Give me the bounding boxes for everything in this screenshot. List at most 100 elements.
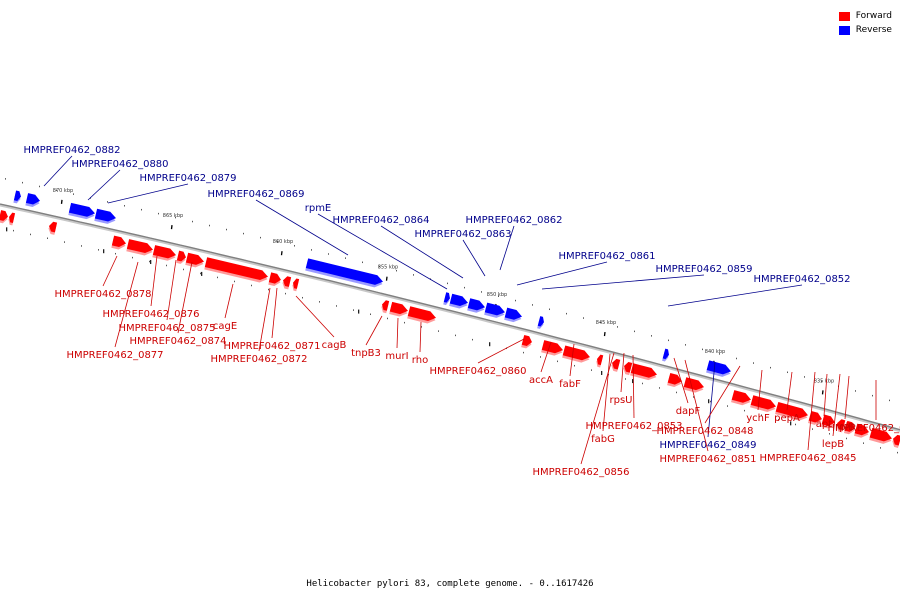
gene-f_small2 [48,221,58,235]
gene-HMPREF0462_0852 [662,348,669,362]
gene-arrow [467,298,486,311]
gene-HMPREF0462_0843 [836,419,846,433]
gene-arrow [706,360,731,375]
scale-dot [719,353,720,355]
gene-HMPREF0462_0869 [305,258,383,288]
scale-dot [124,205,125,207]
scale-dot [5,178,6,180]
gene-HMPREF0462_0871 [268,272,281,287]
gene-arrow [407,306,437,322]
scale-dot [353,309,354,311]
label-HMPREF0462_0852: HMPREF0462_0852 [753,274,850,285]
scale-dot [47,237,48,240]
label-HMPREF0462_0862: HMPREF0462_0862 [465,215,562,226]
gene-arrow [68,202,96,217]
leader-fabF [569,343,575,377]
gene-arrow [837,419,846,430]
scale-dot [175,216,176,219]
scale-dot [64,241,65,243]
scale-dot [889,399,890,402]
leader-rpmE [317,213,448,290]
scale-tick [170,225,173,230]
track-marker [489,342,491,347]
scale-dot [217,276,218,279]
scale-dot [472,338,473,341]
label-HMPREF0462_0853: HMPREF0462_0853 [585,421,682,432]
scale-dot [625,378,626,380]
label-tnpB3: tnpB3 [351,348,381,359]
gene-arrow [382,300,390,311]
scale-dot [294,245,295,247]
label-cagE: cagE [213,321,237,332]
label-HMPREF0462_0872: HMPREF0462_0872 [210,354,307,365]
scale-dot [336,305,337,307]
gene-f_small [8,212,16,226]
gene-HMPREF0462_0845 [844,420,856,435]
scale-tick [603,331,606,337]
scale-dot [778,419,779,421]
track-marker [150,260,152,265]
scale-dot [438,330,439,332]
gene-arrow [562,345,590,361]
track-marker [103,249,105,254]
gene-arrow [204,257,269,281]
leader-accA [540,341,552,373]
legend: Forward Reverse [838,9,892,37]
leader-HMPREF0462_0860 [477,338,525,364]
scale-dot [396,269,397,272]
track-marker [632,379,634,384]
scale-dot [855,390,856,392]
gene-arrow [176,250,186,262]
gene-arrow [25,193,41,205]
gene-arrow [541,340,564,354]
leader-HMPREF0462_0875 [166,259,177,321]
reverse-swatch [838,25,850,35]
gene-arrow [808,410,822,423]
label-HMPREF0462_0880: HMPREF0462_0880 [71,159,168,170]
leader-HMPREF0462_0849 [707,361,716,438]
scale-tick [385,276,388,281]
leader-HMPREF0462_0882 [43,155,73,187]
leader-pepA [786,371,793,411]
scale-dot [863,442,864,444]
gene-HMPREF0462_0849 [706,360,731,377]
gene-rpiB [821,414,836,429]
scale-dot [710,400,711,403]
track-marker [358,309,360,314]
scale-dot [897,451,898,454]
scale-dot [557,360,558,363]
gene-arrow [389,301,408,315]
legend-reverse-label: Reverse [855,25,892,35]
gene-arrow [283,276,292,287]
label-HMPREF0462_0877: HMPREF0462_0877 [66,350,163,361]
leader-apt [823,373,828,417]
scale-dot [787,371,788,374]
gene-arrow [0,210,9,221]
leader-HMPREF0462_0859 [541,274,705,290]
label-ychF: ychF [746,413,770,424]
scale-label: 870 kbp [53,188,73,194]
gene-arrow [775,401,809,419]
scale-dot [166,264,167,267]
gene-arrow [683,377,705,391]
gene-arrow [750,395,776,410]
scale-dot [260,236,261,239]
scale-dot [200,272,201,275]
scale-dot [583,317,584,319]
scale-tick [280,251,283,256]
label-HMPREF0462_0843: HMPREF0462_0843 [827,423,900,434]
gene-arrow [185,252,204,265]
gene-arrow [597,354,604,366]
gene-arrow [9,212,16,223]
label-lepB: lepB [822,439,844,450]
label-HMPREF0462_0859: HMPREF0462_0859 [655,264,752,275]
leader-HMPREF0462_0880 [87,169,121,201]
scale-dot [523,351,524,354]
scale-label: 845 kbp [596,320,616,326]
gene-tnpB3 [381,300,390,314]
gene-arrow [504,307,523,320]
scale-dot [149,260,150,263]
scale-dot [311,249,312,251]
scale-dot [98,249,99,251]
gene-arrow [624,361,633,373]
